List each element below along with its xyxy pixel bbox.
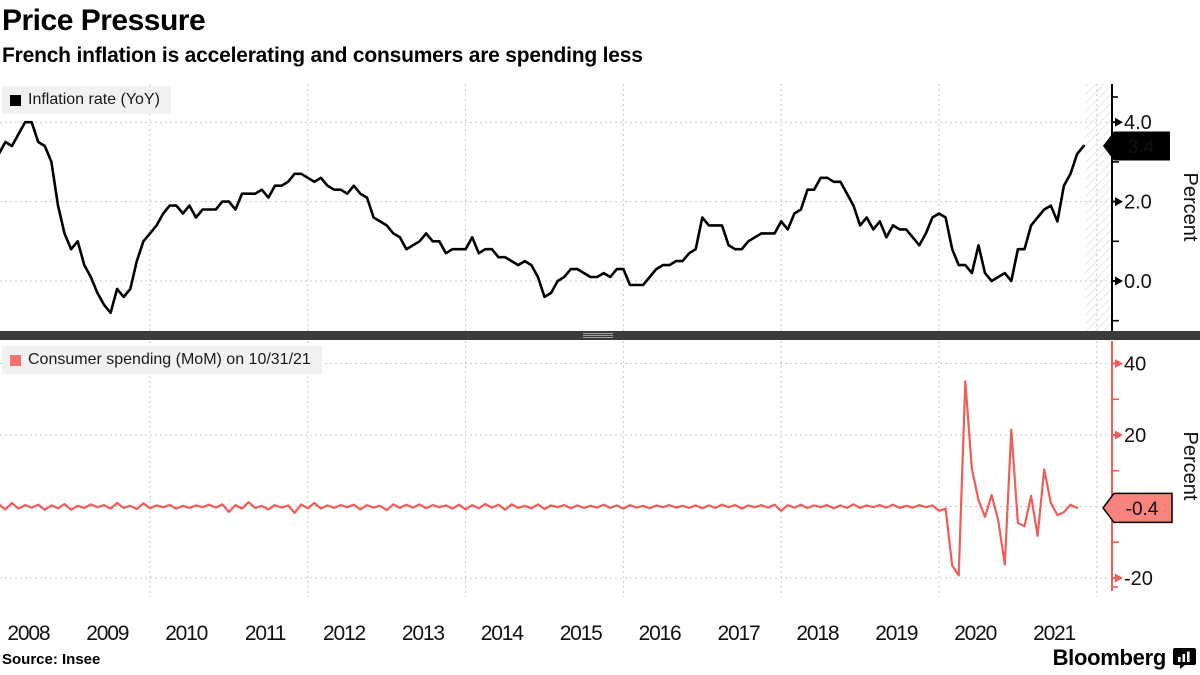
x-year-label: 2010 [165, 622, 207, 645]
source-note: Source: Insee [2, 651, 101, 668]
inflation-rate-value-flag-label: 3.4 [1128, 137, 1155, 158]
bloomberg-wordmark: Bloomberg [1052, 645, 1167, 670]
y-tick-label: 40 [1124, 354, 1146, 376]
y-tick-label: 0.0 [1124, 271, 1152, 293]
x-year-label: 2021 [1033, 622, 1075, 645]
consumer-spending-value-flag-label: -0.4 [1126, 499, 1159, 520]
consumer-spending-value-flag [1102, 492, 1173, 524]
page-subtitle: French inflation is accelerating and con… [2, 44, 643, 67]
tick-arrow-icon [1115, 430, 1123, 440]
divider-grip-icon[interactable] [583, 332, 613, 339]
inflation-rate-unit-label: Percent [1179, 173, 1200, 242]
page-title: Price Pressure [2, 4, 206, 37]
y-tick-label: -20 [1124, 568, 1153, 590]
consumer-spending-line [0, 380, 1079, 577]
inflation-rate-value-flag [1103, 131, 1170, 161]
x-year-label: 2020 [954, 622, 996, 645]
x-year-label: 2013 [402, 622, 444, 645]
inflation-swatch-icon [10, 94, 21, 106]
bloomberg-terminal-icon [1173, 647, 1196, 669]
y-tick-label: 20 [1124, 425, 1146, 447]
legend-inflation: Inflation rate (YoY) [2, 86, 171, 114]
x-year-label: 2015 [560, 622, 602, 645]
inflation-rate-line [0, 120, 1085, 315]
consumer-spending-unit-label: Percent [1179, 432, 1200, 501]
legend-spending-label: Consumer spending (MoM) on 10/31/21 [28, 351, 311, 368]
spending-swatch-icon [10, 354, 21, 366]
tick-arrow-icon [1115, 276, 1123, 286]
x-year-label: 2018 [796, 622, 838, 645]
x-year-label: 2014 [481, 622, 524, 645]
y-tick-label: 2.0 [1124, 192, 1152, 214]
bloomberg-logo: Bloomberg [1053, 645, 1196, 671]
tick-arrow-icon [1115, 117, 1123, 127]
x-year-label: 2009 [86, 622, 128, 645]
x-year-label: 2019 [875, 622, 917, 645]
legend-consumer-spending: Consumer spending (MoM) on 10/31/21 [2, 346, 322, 374]
tick-arrow-icon [1115, 359, 1123, 368]
x-year-label: 2012 [323, 622, 365, 645]
y-tick-label: 4.0 [1124, 112, 1152, 134]
x-year-label: 2016 [639, 622, 681, 645]
x-year-label: 2011 [245, 622, 286, 645]
x-year-label: 2017 [718, 622, 760, 645]
tick-arrow-icon [1115, 197, 1123, 207]
x-year-label: 2008 [7, 622, 49, 645]
legend-inflation-label: Inflation rate (YoY) [28, 91, 160, 108]
tick-arrow-icon [1115, 573, 1123, 583]
panel-divider[interactable] [0, 331, 1200, 340]
beyond-data-hatch [1085, 84, 1112, 331]
